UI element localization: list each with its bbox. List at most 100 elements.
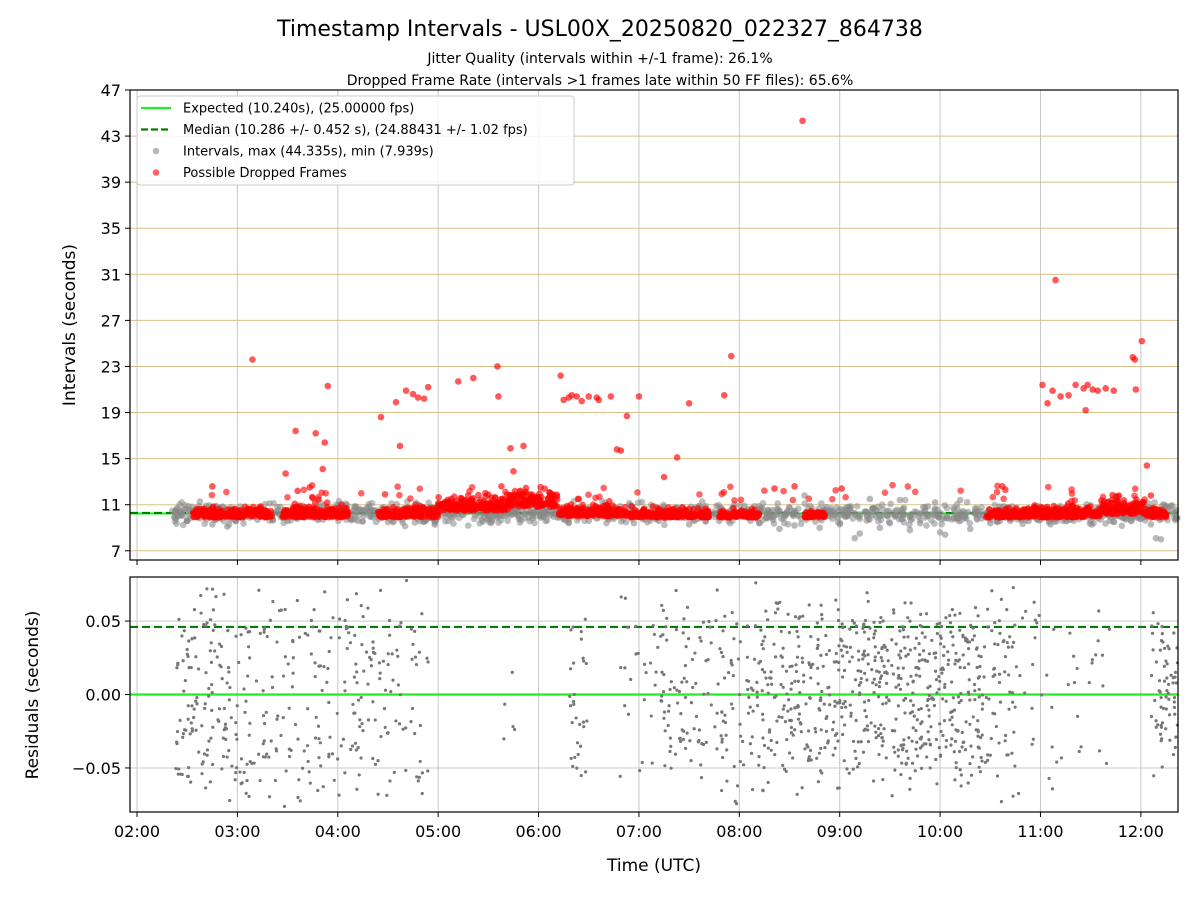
residual-point: [321, 785, 325, 789]
dropped-frame-point: [1082, 406, 1089, 414]
residual-point: [360, 721, 364, 726]
residual-point: [298, 799, 302, 803]
interval-point: [833, 504, 841, 511]
dropped-frame-point: [563, 502, 571, 510]
dropped-frame-point: [731, 512, 739, 519]
dropped-frame-point: [578, 397, 586, 405]
dropped-frame-point: [832, 486, 839, 494]
residual-point: [358, 718, 362, 722]
residual-point: [323, 590, 327, 594]
residual-point: [998, 631, 1002, 635]
residual-point: [951, 635, 955, 639]
dropped-frame-point: [230, 513, 238, 521]
residual-point: [732, 637, 736, 641]
residual-point: [880, 744, 884, 748]
interval-point: [173, 504, 181, 512]
residual-point: [933, 669, 938, 673]
residual-point: [927, 708, 931, 712]
interval-point: [175, 512, 183, 519]
residual-point: [722, 676, 727, 680]
residual-point: [795, 655, 800, 659]
interval-point: [450, 520, 457, 527]
interval-point: [885, 507, 893, 515]
residual-point: [720, 737, 724, 741]
residual-point: [957, 749, 962, 754]
residual-point: [899, 649, 903, 653]
interval-point: [938, 520, 946, 528]
residual-point: [675, 688, 679, 692]
residual-point: [234, 634, 238, 638]
residual-point: [956, 695, 960, 699]
residual-point: [873, 724, 877, 728]
residual-point: [575, 741, 580, 745]
residual-point: [867, 698, 871, 703]
residual-point: [993, 642, 997, 646]
residual-point: [793, 615, 798, 619]
residual-point: [185, 647, 189, 652]
residual-point: [930, 638, 934, 643]
residual-point: [907, 736, 911, 740]
residual-point: [387, 618, 392, 623]
residual-point: [1037, 613, 1041, 618]
residual-point: [929, 725, 933, 729]
residual-point: [784, 769, 788, 773]
residual-point: [302, 749, 306, 753]
residual-point: [824, 652, 829, 657]
residual-point: [924, 612, 929, 616]
residual-point: [884, 681, 889, 685]
residual-point: [355, 787, 359, 791]
residual-point: [192, 715, 196, 720]
legend-point-marker: [152, 147, 160, 155]
interval-point: [941, 531, 949, 538]
residual-point: [745, 678, 749, 683]
residual-point: [583, 617, 587, 621]
residual-point: [238, 770, 242, 774]
residual-point: [291, 671, 295, 675]
residual-point: [309, 652, 313, 656]
residual-point: [660, 699, 664, 703]
residual-point: [175, 666, 179, 670]
residual-point: [1161, 706, 1166, 711]
residual-point: [345, 646, 349, 651]
residual-point: [246, 645, 251, 649]
residual-point: [859, 680, 863, 685]
residual-point: [739, 734, 743, 738]
residual-point: [793, 679, 797, 683]
residual-point: [195, 702, 199, 706]
interval-point: [635, 499, 642, 506]
residual-point: [786, 612, 790, 616]
residual-point: [1011, 700, 1015, 704]
interval-point: [875, 512, 883, 520]
interval-point: [1167, 502, 1175, 510]
residual-point: [258, 631, 262, 635]
dropped-frame-point: [635, 393, 643, 400]
residual-point: [908, 787, 912, 791]
residual-point: [414, 662, 419, 667]
residual-point: [186, 654, 190, 659]
residual-point: [634, 624, 638, 628]
residual-point: [207, 739, 211, 743]
residual-point: [764, 609, 768, 613]
residual-point: [850, 655, 854, 659]
residual-point: [316, 788, 320, 793]
residual-point: [968, 761, 972, 766]
residual-point: [798, 691, 802, 695]
residual-point: [877, 680, 882, 684]
residual-point: [336, 757, 340, 761]
dropped-frame-point: [516, 487, 524, 495]
residual-point: [876, 726, 881, 731]
residual-point: [715, 747, 719, 751]
residual-point: [420, 612, 424, 616]
dropped-frame-point: [319, 508, 326, 516]
dropped-frame-point: [427, 513, 434, 520]
residual-point: [755, 680, 759, 684]
bottom-y-axis-label: Residuals (seconds): [23, 611, 43, 780]
dropped-frame-point: [1020, 513, 1028, 520]
residual-point: [886, 659, 890, 663]
residual-point: [877, 684, 882, 689]
residual-point: [698, 636, 702, 640]
dropped-frame-point: [544, 495, 552, 502]
dropped-frame-point: [1131, 492, 1138, 500]
residual-point: [786, 709, 790, 713]
